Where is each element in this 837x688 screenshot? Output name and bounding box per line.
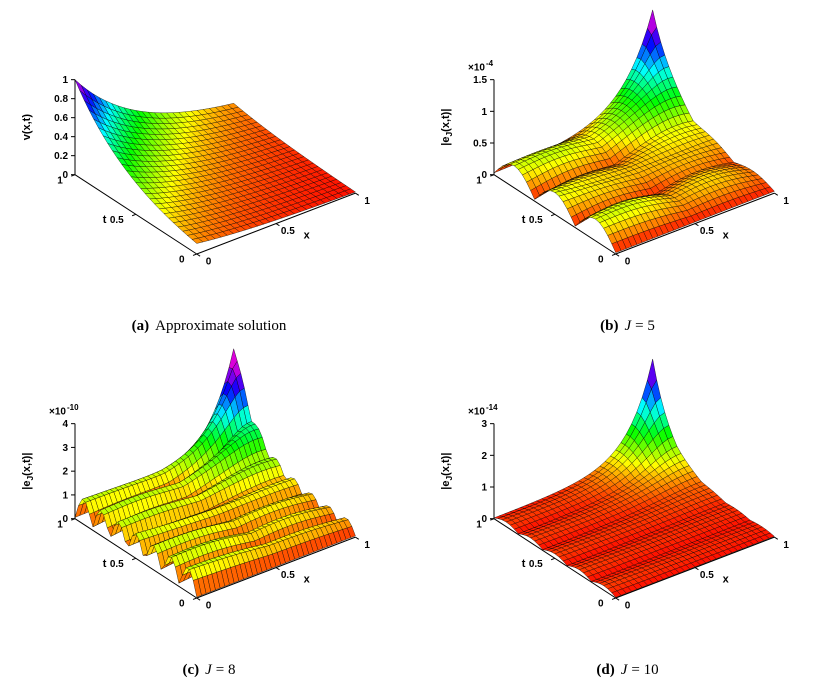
surface-plot-canvas-c bbox=[13, 348, 405, 648]
subplot-caption-b: (b) J = 5 bbox=[600, 318, 655, 335]
caption-label: (a) bbox=[131, 318, 150, 334]
caption-label: (d) bbox=[596, 662, 615, 678]
caption-variable: J bbox=[205, 662, 212, 678]
subplot-caption-a: (a) Approximate solution bbox=[132, 318, 287, 335]
caption-variable: J bbox=[624, 318, 632, 334]
caption-label: (b) bbox=[600, 318, 619, 334]
subplot-a: (a) Approximate solution bbox=[0, 0, 418, 344]
subplot-caption-c: (c) J = 8 bbox=[182, 662, 235, 679]
caption-label: (c) bbox=[182, 662, 200, 678]
caption-text: = 10 bbox=[631, 662, 659, 678]
subplot-caption-d: (d) J = 10 bbox=[596, 662, 658, 679]
subplot-d: (d) J = 10 bbox=[418, 344, 837, 688]
surface-plot-canvas-d bbox=[431, 348, 824, 648]
surface-plot-canvas-b bbox=[431, 4, 824, 304]
caption-variable: J bbox=[620, 662, 628, 678]
caption-text: = 5 bbox=[635, 318, 655, 334]
surface-plot-canvas-a bbox=[13, 4, 405, 304]
caption-text: = 8 bbox=[215, 662, 236, 678]
subplot-b: (b) J = 5 bbox=[418, 0, 837, 344]
subplot-c: (c) J = 8 bbox=[0, 344, 418, 688]
caption-text: Approximate solution bbox=[155, 318, 287, 334]
